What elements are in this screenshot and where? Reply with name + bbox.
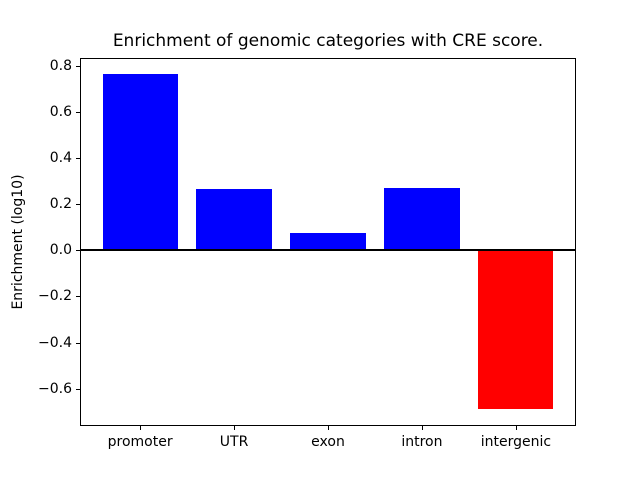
x-tick-mark — [140, 426, 142, 430]
y-tick-label: −0.2 — [38, 288, 72, 305]
y-tick-mark — [76, 111, 80, 113]
y-tick-mark — [76, 204, 80, 206]
bar-promoter — [102, 73, 178, 251]
x-tick-mark — [515, 426, 517, 430]
y-tick-mark — [76, 65, 80, 67]
x-tick-mark — [234, 426, 236, 430]
y-tick-mark — [76, 342, 80, 344]
y-tick-label: −0.6 — [38, 380, 72, 397]
y-tick-mark — [76, 296, 80, 298]
bar-intergenic — [478, 250, 554, 410]
chart-title: Enrichment of genomic categories with CR… — [112, 31, 544, 51]
y-tick-label: 0.2 — [49, 196, 72, 213]
x-tick-label-intergenic: intergenic — [480, 434, 552, 450]
bar-exon — [290, 233, 366, 251]
x-tick-label-promoter: promoter — [107, 434, 173, 450]
x-tick-mark — [328, 426, 329, 430]
zero-line — [80, 249, 576, 252]
y-tick-label: 0.0 — [49, 242, 72, 259]
y-tick-mark — [76, 158, 80, 160]
y-tick-mark — [76, 388, 80, 390]
y-tick-label: 0.4 — [49, 150, 72, 167]
y-tick-label: 0.8 — [49, 57, 72, 74]
x-tick-label-exon: exon — [311, 434, 345, 450]
bar-UTR — [196, 188, 272, 251]
x-tick-mark — [421, 426, 423, 430]
x-tick-label-intron: intron — [401, 434, 443, 450]
y-tick-label: −0.4 — [38, 334, 72, 351]
x-tick-label-UTR: UTR — [219, 434, 249, 450]
bar-intron — [384, 187, 460, 251]
y-tick-label: 0.6 — [49, 103, 72, 120]
y-tick-mark — [76, 250, 80, 252]
